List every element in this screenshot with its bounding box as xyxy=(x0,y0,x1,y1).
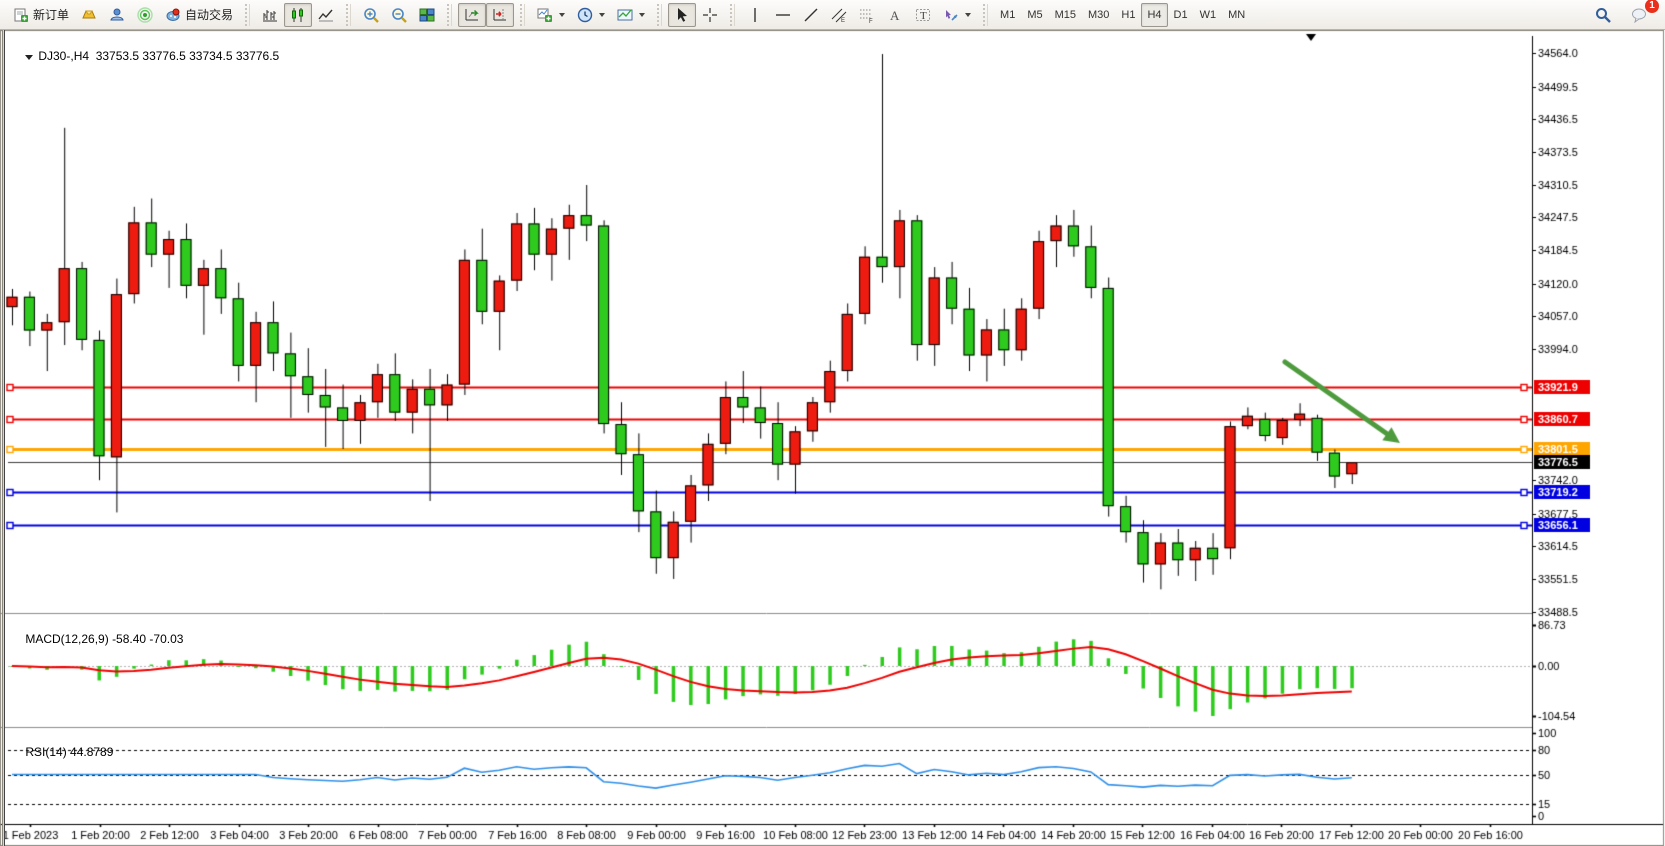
main-toolbar: 新订单 自动交易 xyxy=(0,0,1665,30)
template-icon xyxy=(617,7,633,23)
text-button[interactable]: A xyxy=(881,3,909,27)
svg-text:A: A xyxy=(890,8,900,23)
cursor-button[interactable] xyxy=(668,2,697,27)
accounts-button[interactable] xyxy=(103,3,131,27)
zoom-out-icon xyxy=(391,7,407,23)
cursor-arrow-icon xyxy=(674,7,690,23)
toolbar-separator xyxy=(447,3,453,26)
arrows-shapes-button[interactable] xyxy=(937,3,977,27)
indicators-button[interactable] xyxy=(531,3,571,27)
new-order-label: 新订单 xyxy=(33,8,70,22)
chart-title: DJ30-,H4 33753.5 33776.5 33734.5 33776.5 xyxy=(12,35,279,77)
search-button[interactable] xyxy=(1589,3,1617,27)
timeframe-d1-button[interactable]: D1 xyxy=(1168,3,1194,27)
toolbar-separator xyxy=(983,3,989,26)
macd-name: MACD(12,26,9) xyxy=(25,632,109,646)
gold-ingot-icon xyxy=(81,7,97,23)
auto-scroll-button[interactable] xyxy=(458,2,487,27)
equidistant-channel-icon: E xyxy=(831,7,847,24)
auto-trading-label: 自动交易 xyxy=(185,8,234,22)
equidistant-channel-button[interactable]: E xyxy=(825,3,853,27)
notification-badge: 1 xyxy=(1645,0,1659,13)
horizontal-line-button[interactable] xyxy=(769,3,797,27)
svg-text:T: T xyxy=(920,10,927,22)
window-left-border xyxy=(2,30,5,846)
horizontal-line-icon xyxy=(775,7,791,23)
bar-chart-icon xyxy=(262,7,278,23)
toolbar-separator xyxy=(730,3,736,26)
svg-text:E: E xyxy=(841,18,845,23)
macd-label: MACD(12,26,9) -58.40 -70.03 xyxy=(12,618,183,660)
timeframe-m15-button[interactable]: M15 xyxy=(1049,3,1082,27)
timeframe-m1-button[interactable]: M1 xyxy=(994,3,1021,27)
toolbar-separator xyxy=(346,3,352,26)
chart-ohlc-values: 33753.5 33776.5 33734.5 33776.5 xyxy=(95,49,280,63)
vertical-line-button[interactable] xyxy=(741,3,769,27)
chart-symbol-period: DJ30-,H4 xyxy=(38,49,90,63)
dropdown-caret-icon xyxy=(965,12,972,17)
auto-trading-button[interactable]: 自动交易 xyxy=(159,3,239,27)
chart-window: DJ30-,H4 33753.5 33776.5 33734.5 33776.5… xyxy=(0,30,1665,846)
toolbar-separator xyxy=(245,3,251,26)
templates-button[interactable] xyxy=(611,3,651,27)
text-label-button[interactable]: T xyxy=(909,3,937,27)
timeframe-w1-button[interactable]: W1 xyxy=(1194,3,1223,27)
bar-chart-button[interactable] xyxy=(256,3,284,27)
rsi-label: RSI(14) 44.8789 xyxy=(12,731,113,773)
signal-icon xyxy=(137,6,153,23)
rsi-name: RSI(14) xyxy=(25,745,67,759)
chart-shift-button[interactable] xyxy=(486,2,515,27)
price-chart-canvas[interactable] xyxy=(0,30,1665,846)
tile-windows-icon xyxy=(419,7,435,23)
fibonacci-icon: F xyxy=(859,7,875,25)
history-center-button[interactable] xyxy=(75,3,103,27)
line-chart-button[interactable] xyxy=(312,3,340,27)
crosshair-button[interactable] xyxy=(696,3,724,27)
auto-trading-icon xyxy=(165,7,181,23)
text-icon: A xyxy=(887,7,903,23)
symbol-dropdown-icon[interactable] xyxy=(25,55,34,60)
auto-scroll-icon xyxy=(464,7,480,23)
vertical-line-icon xyxy=(747,7,763,23)
signals-button[interactable] xyxy=(131,3,159,27)
timeframe-group: M1 M5 M15 M30 H1 H4 D1 W1 MN xyxy=(991,1,1254,29)
timeframe-mn-button[interactable]: MN xyxy=(1222,3,1251,27)
trendline-button[interactable] xyxy=(797,3,825,27)
toolbar-separator xyxy=(657,3,663,26)
clock-icon xyxy=(577,7,593,23)
timeframe-h1-button[interactable]: H1 xyxy=(1115,3,1141,27)
dropdown-caret-icon xyxy=(599,12,606,17)
arrows-shapes-icon xyxy=(943,7,959,23)
dropdown-caret-icon xyxy=(559,12,566,17)
tile-windows-button[interactable] xyxy=(413,3,441,27)
chat-bubble-icon xyxy=(1631,7,1647,23)
fibonacci-button[interactable]: F xyxy=(853,3,881,27)
line-chart-icon xyxy=(318,7,334,23)
crosshair-icon xyxy=(702,7,718,23)
zoom-in-icon xyxy=(363,7,379,23)
periods-button[interactable] xyxy=(571,3,611,27)
timeframe-h4-button[interactable]: H4 xyxy=(1141,2,1168,27)
add-indicator-icon xyxy=(537,7,553,23)
svg-text:F: F xyxy=(869,19,873,23)
text-label-icon: T xyxy=(915,7,931,23)
toolbar-separator xyxy=(520,3,526,26)
timeframe-m30-button[interactable]: M30 xyxy=(1082,3,1115,27)
notifications-button[interactable]: 1 xyxy=(1625,0,1659,27)
macd-values: -58.40 -70.03 xyxy=(112,632,184,646)
timeframe-m5-button[interactable]: M5 xyxy=(1021,3,1048,27)
trendline-icon xyxy=(803,7,819,23)
search-icon xyxy=(1595,7,1611,23)
user-cloud-icon xyxy=(109,7,125,23)
new-order-button[interactable]: 新订单 xyxy=(7,3,75,27)
candlestick-chart-button[interactable] xyxy=(284,2,313,27)
dropdown-caret-icon xyxy=(639,12,646,17)
zoom-out-button[interactable] xyxy=(385,3,413,27)
rsi-value: 44.8789 xyxy=(70,745,114,759)
zoom-in-button[interactable] xyxy=(357,3,385,27)
candlestick-chart-icon xyxy=(290,7,306,23)
chart-shift-icon xyxy=(492,7,508,23)
new-order-icon xyxy=(13,7,29,23)
